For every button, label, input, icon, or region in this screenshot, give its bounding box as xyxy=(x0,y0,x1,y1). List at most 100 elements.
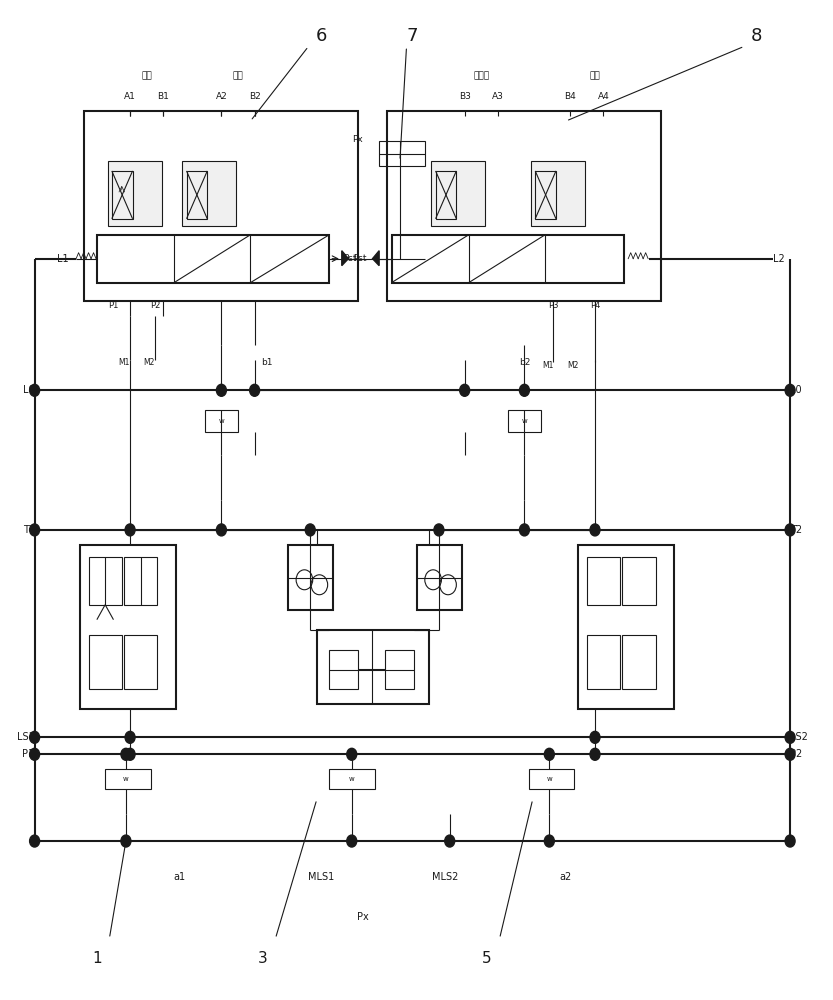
Bar xyxy=(84,111,358,301)
Text: MLS2: MLS2 xyxy=(432,872,459,882)
Circle shape xyxy=(217,524,227,536)
Text: L0: L0 xyxy=(23,385,35,395)
Circle shape xyxy=(217,384,227,396)
Circle shape xyxy=(786,731,795,743)
Bar xyxy=(536,171,556,219)
Text: P4: P4 xyxy=(590,301,601,310)
Text: M1: M1 xyxy=(542,361,553,370)
Text: L2: L2 xyxy=(774,254,786,264)
Text: LS2: LS2 xyxy=(790,732,808,742)
Circle shape xyxy=(520,524,530,536)
Circle shape xyxy=(544,748,554,760)
Circle shape xyxy=(305,524,315,536)
Bar xyxy=(387,111,661,301)
Bar xyxy=(205,410,238,432)
Text: A2: A2 xyxy=(216,92,227,101)
Text: P3: P3 xyxy=(548,301,559,310)
Text: 7: 7 xyxy=(407,27,418,45)
Text: A1: A1 xyxy=(124,92,136,101)
Bar xyxy=(80,545,176,709)
Circle shape xyxy=(460,384,470,396)
Text: M2: M2 xyxy=(567,361,578,370)
Circle shape xyxy=(125,524,135,536)
Circle shape xyxy=(786,384,795,396)
Text: L1: L1 xyxy=(57,254,68,264)
Text: P2: P2 xyxy=(150,301,160,310)
Bar xyxy=(622,557,656,605)
Bar xyxy=(317,630,429,704)
Circle shape xyxy=(125,731,135,743)
Bar xyxy=(88,557,122,605)
Bar xyxy=(105,769,151,789)
Bar xyxy=(107,161,162,226)
Text: T2: T2 xyxy=(790,525,802,535)
Polygon shape xyxy=(342,251,348,266)
Text: P1: P1 xyxy=(22,749,35,759)
Circle shape xyxy=(125,748,135,760)
Bar xyxy=(416,545,462,610)
Text: B3: B3 xyxy=(459,92,471,101)
Text: MLS1: MLS1 xyxy=(308,872,334,882)
Bar xyxy=(436,171,456,219)
Text: 1: 1 xyxy=(92,951,102,966)
Bar xyxy=(529,769,574,789)
Circle shape xyxy=(786,524,795,536)
Circle shape xyxy=(30,731,40,743)
Text: w: w xyxy=(218,418,224,424)
Circle shape xyxy=(121,748,131,760)
Text: M1: M1 xyxy=(118,358,130,367)
Text: a2: a2 xyxy=(560,872,572,882)
Circle shape xyxy=(30,524,40,536)
Text: w: w xyxy=(521,418,527,424)
Bar xyxy=(124,635,157,689)
Text: b1: b1 xyxy=(262,358,273,367)
Bar xyxy=(586,557,620,605)
Bar xyxy=(182,161,237,226)
Text: w: w xyxy=(546,776,552,782)
Circle shape xyxy=(786,748,795,760)
Bar xyxy=(329,769,375,789)
Text: Px: Px xyxy=(352,135,362,144)
Bar xyxy=(392,235,624,283)
Bar xyxy=(578,545,674,709)
Text: T1: T1 xyxy=(22,525,35,535)
Bar xyxy=(622,635,656,689)
Text: 5: 5 xyxy=(482,951,491,966)
Text: B1: B1 xyxy=(157,92,169,101)
Bar xyxy=(97,235,329,283)
Text: 3: 3 xyxy=(258,951,267,966)
Circle shape xyxy=(121,835,131,847)
Text: B2: B2 xyxy=(249,92,261,101)
Text: L0: L0 xyxy=(790,385,801,395)
Circle shape xyxy=(30,384,40,396)
Circle shape xyxy=(347,835,357,847)
Text: LS1: LS1 xyxy=(17,732,35,742)
Text: 6: 6 xyxy=(316,27,327,45)
Bar xyxy=(531,161,585,226)
Text: 卷扬: 卷扬 xyxy=(590,72,601,81)
Bar xyxy=(124,557,157,605)
Circle shape xyxy=(30,835,40,847)
Text: Pst: Pst xyxy=(353,254,367,263)
Text: w: w xyxy=(349,776,355,782)
Text: B4: B4 xyxy=(564,92,576,101)
Bar xyxy=(508,410,541,432)
Text: 卷扬: 卷扬 xyxy=(142,72,152,81)
Text: A3: A3 xyxy=(492,92,504,101)
Circle shape xyxy=(445,835,455,847)
Circle shape xyxy=(520,384,530,396)
Text: M2: M2 xyxy=(143,358,155,367)
Bar xyxy=(385,650,414,689)
Bar xyxy=(88,635,122,689)
Bar xyxy=(329,650,358,689)
Circle shape xyxy=(786,835,795,847)
Text: A4: A4 xyxy=(597,92,609,101)
Bar xyxy=(379,141,425,166)
Circle shape xyxy=(347,748,357,760)
Text: w: w xyxy=(123,776,129,782)
Circle shape xyxy=(434,524,444,536)
Bar xyxy=(288,545,333,610)
Bar xyxy=(586,635,620,689)
Text: a1: a1 xyxy=(174,872,186,882)
Circle shape xyxy=(590,524,600,536)
